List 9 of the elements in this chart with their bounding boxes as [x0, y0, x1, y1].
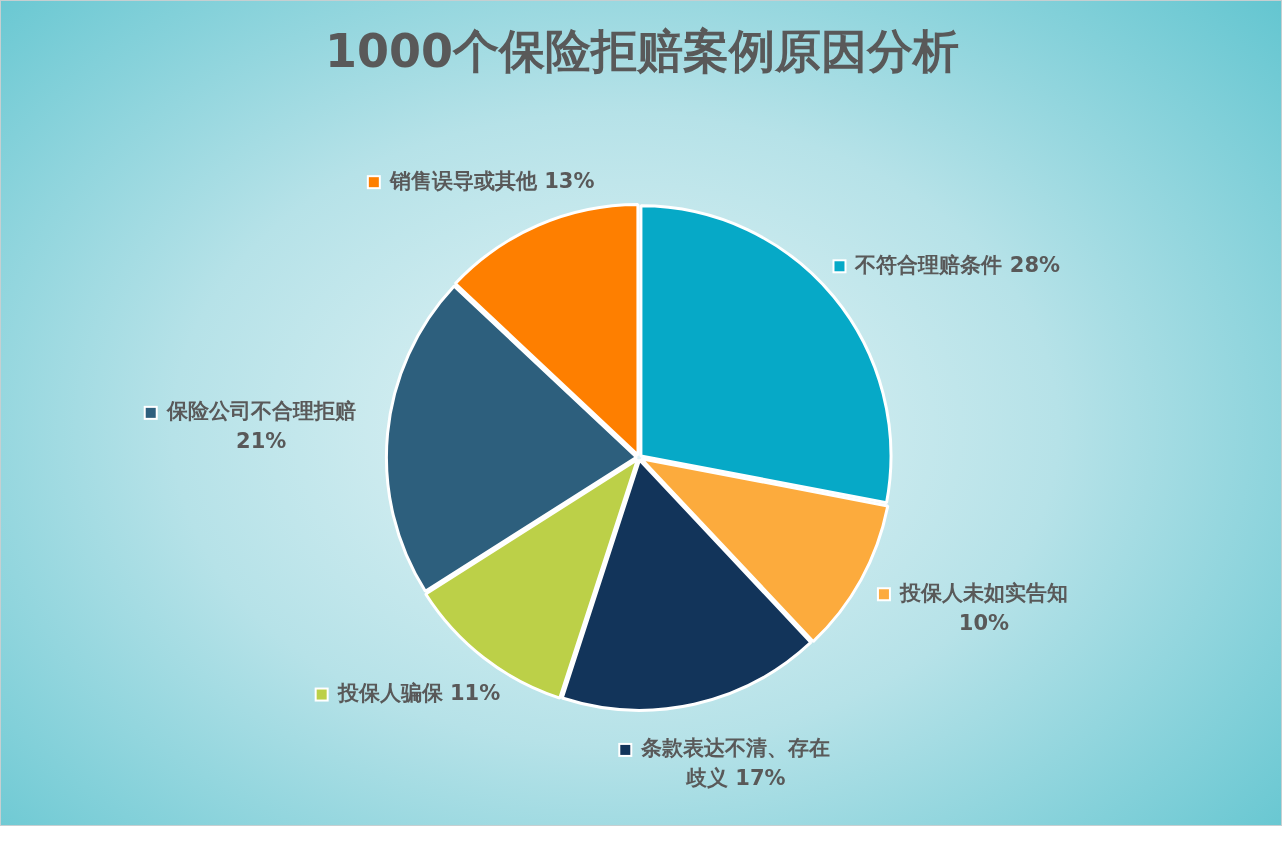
- legend-label: 投保人骗保 11%: [336, 681, 501, 705]
- data-label: 21%: [236, 429, 287, 454]
- data-label: 10%: [958, 610, 1010, 635]
- legend-label: 条款表达不清、存在歧义 17%: [640, 736, 831, 791]
- chart-title: 1000个保险拒赔案例原因分析: [324, 23, 960, 79]
- legend-label: 不符合理赔条件 28%: [854, 252, 1061, 277]
- legend-label: 销售误导或其他 13%: [388, 168, 595, 193]
- legend-label: 保险公司不合理拒赔: [165, 399, 356, 424]
- legend-label: 投保人未如实告知: [898, 580, 1068, 605]
